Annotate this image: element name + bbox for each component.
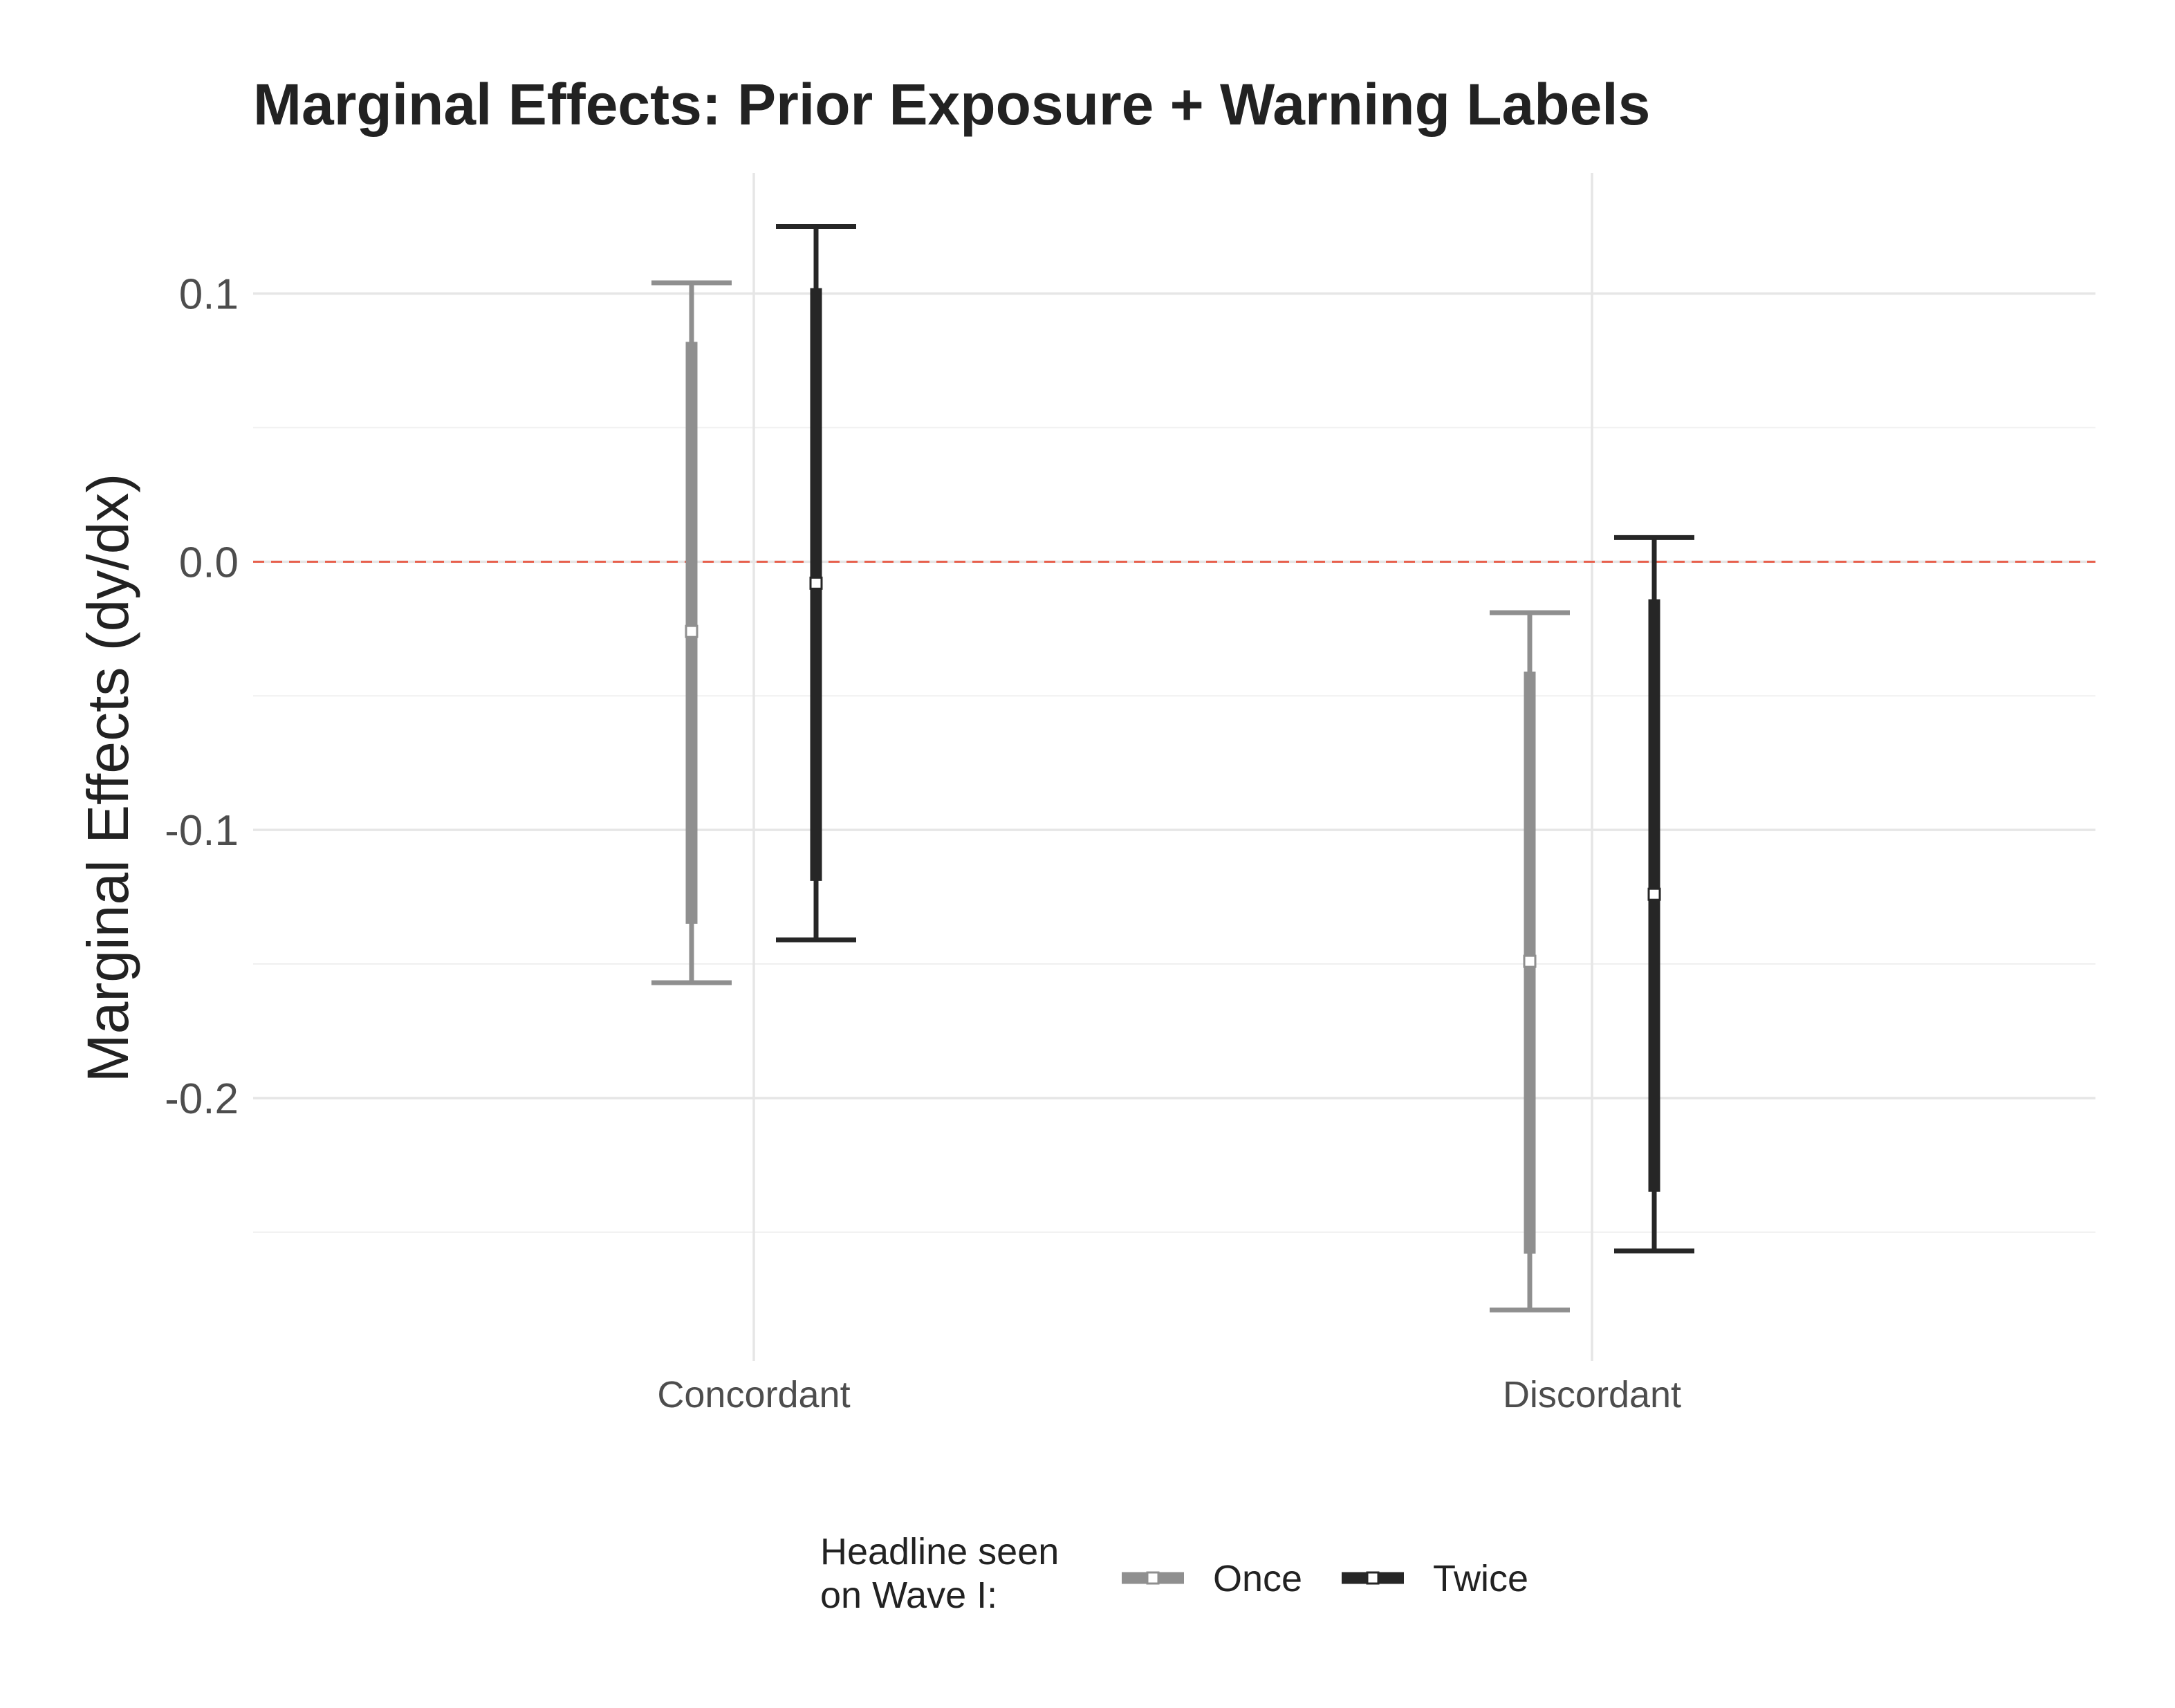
legend-label: Once xyxy=(1213,1558,1302,1599)
errorbar-once-discordant xyxy=(1490,610,1570,1312)
point-estimate xyxy=(809,576,823,590)
error-bars xyxy=(651,224,1694,1312)
point-estimate xyxy=(1647,887,1661,901)
x-axis-ticks: Concordant Discordant xyxy=(657,1374,1681,1415)
chart-title: Marginal Effects: Prior Exposure + Warni… xyxy=(253,72,1650,137)
legend-key-marker xyxy=(1366,1571,1380,1585)
point-estimate xyxy=(1523,954,1537,968)
point-estimate xyxy=(685,624,698,638)
legend: Headline seen on Wave I: Once Twice xyxy=(820,1531,1528,1616)
y-tick-label: -0.1 xyxy=(165,807,239,855)
legend-key-marker xyxy=(1146,1571,1160,1585)
legend-keys: Once Twice xyxy=(1122,1558,1528,1599)
errorbar-twice-discordant xyxy=(1614,535,1694,1254)
errorbar-twice-concordant xyxy=(776,224,856,943)
errorbar-once-concordant xyxy=(651,280,732,985)
y-axis-label: Marginal Effects (dy/dx) xyxy=(75,474,140,1083)
grid-lines xyxy=(253,173,2095,1361)
y-tick-label: 0.1 xyxy=(179,271,239,319)
x-tick-label: Discordant xyxy=(1503,1374,1681,1415)
legend-title-line1: Headline seen xyxy=(820,1531,1059,1572)
legend-label: Twice xyxy=(1433,1558,1528,1599)
y-axis-ticks: 0.1 0.0 -0.1 -0.2 xyxy=(165,271,239,1123)
y-tick-label: 0.0 xyxy=(179,539,239,586)
legend-key-once: Once xyxy=(1122,1558,1302,1599)
y-tick-label: -0.2 xyxy=(165,1075,239,1123)
legend-title-line2: on Wave I: xyxy=(820,1575,997,1616)
legend-key-twice: Twice xyxy=(1342,1558,1528,1599)
x-tick-label: Concordant xyxy=(657,1374,850,1415)
